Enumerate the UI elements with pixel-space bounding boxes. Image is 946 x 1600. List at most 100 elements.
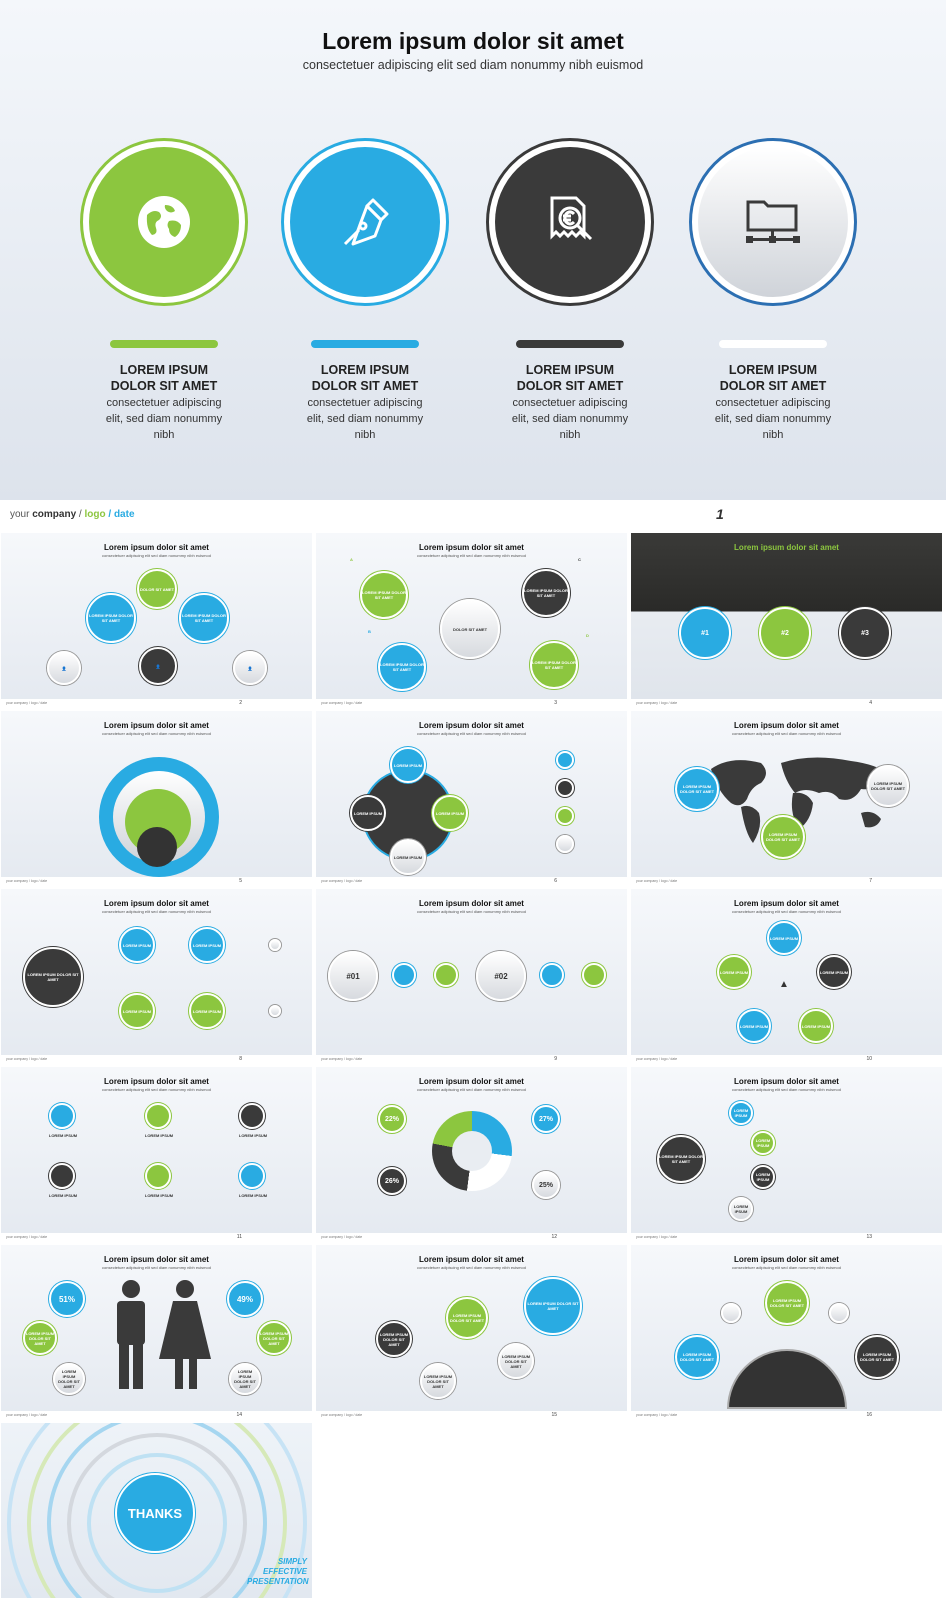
pct-51: 51%: [49, 1281, 85, 1317]
main-slide: Lorem ipsum dolor sit amet consectetuer …: [0, 0, 946, 500]
cycle-node-bl: LOREM IPSUM: [737, 1009, 771, 1043]
feature-title-4b: DOLOR SIT AMET: [719, 379, 827, 393]
slide-thumb-10[interactable]: Lorem ipsum dolor sit amet consectetuer …: [630, 888, 943, 1065]
footer-sep2: /: [108, 509, 112, 520]
feature-desc-4b: elit, sed diam nonummy: [714, 413, 832, 425]
ring-3: [47, 1423, 267, 1598]
presentation-icon: [49, 1163, 75, 1189]
thumb-footer: your company / logo / date 16: [631, 1411, 942, 1420]
circle-b: LOREM IPSUM DOLOR SIT AMET: [378, 643, 426, 691]
thumb-title: Lorem ipsum dolor sit amet: [104, 1077, 209, 1086]
thumb-footer: your company / logo / date 4: [631, 699, 942, 708]
branch-node-3: LOREM IPSUM: [119, 993, 155, 1029]
circle-c: LOREM IPSUM DOLOR SIT AMET: [522, 569, 570, 617]
network-folder-icon: [698, 147, 848, 297]
slide-thumb-5[interactable]: Lorem ipsum dolor sit amet consectetuer …: [0, 710, 313, 887]
thumb-title: Lorem ipsum dolor sit amet: [104, 899, 209, 908]
thumb-subtitle: consectetuer adipiscing elit sed diam no…: [102, 909, 211, 914]
slide-thumb-15[interactable]: Lorem ipsum dolor sit amet consectetuer …: [315, 1244, 628, 1421]
slide-thumb-16[interactable]: Lorem ipsum dolor sit amet consectetuer …: [630, 1244, 943, 1421]
thumb-footer: your company / logo / date 3: [316, 699, 627, 708]
slide-thumb-9[interactable]: Lorem ipsum dolor sit amet consectetuer …: [315, 888, 628, 1065]
refresh-icon: [721, 1303, 741, 1323]
guitar-node: LOREM IPSUM DOLOR SIT AMET: [420, 1363, 456, 1399]
branch-node-1: LOREM IPSUM: [119, 927, 155, 963]
slide-thumb-8[interactable]: Lorem ipsum dolor sit amet consectetuer …: [0, 888, 313, 1065]
concentric-core: [137, 827, 177, 867]
feature-desc-2a: consectetuer adipiscing: [307, 397, 423, 409]
pct-22: 22%: [378, 1105, 406, 1133]
thumb-title: Lorem ipsum dolor sit amet: [734, 899, 839, 908]
thumb-title: Lorem ipsum dolor sit amet: [419, 721, 524, 730]
megaphone-icon: ▲: [779, 978, 789, 990]
end-node-1: [269, 939, 281, 951]
thumb-subtitle: consectetuer adipiscing elit sed diam no…: [417, 553, 526, 558]
thumb-subtitle: consectetuer adipiscing elit sed diam no…: [417, 1087, 526, 1092]
slide-thumb-13[interactable]: Lorem ipsum dolor sit amet consectetuer …: [630, 1066, 943, 1243]
icon-label: LOREM IPSUM: [238, 1133, 268, 1138]
thumb-subtitle: consectetuer adipiscing elit sed diam no…: [102, 1087, 211, 1092]
thumb-subtitle: consectetuer adipiscing elit sed diam no…: [102, 553, 211, 558]
feature-title-1a: LOREM IPSUM: [119, 363, 209, 377]
side-node-right: LOREM IPSUM DOLOR SIT AMET: [257, 1321, 291, 1355]
ring-2: [27, 1423, 287, 1598]
icon-label: LOREM IPSUM: [48, 1193, 78, 1198]
center-circle: DOLOR SIT AMET: [440, 599, 500, 659]
end-node-2: [269, 1005, 281, 1017]
label-c: C: [578, 557, 581, 562]
thumb-title: Lorem ipsum dolor sit amet: [734, 1255, 839, 1264]
lock-icon: [556, 835, 574, 853]
cycle-node-top: LOREM IPSUM: [767, 921, 801, 955]
slide-thumb-2[interactable]: Lorem ipsum dolor sit amet consectetuer …: [0, 532, 313, 709]
icon-label: LOREM IPSUM: [238, 1193, 268, 1198]
slide-thumb-17[interactable]: THANKS SIMPLY EFFECTIVE PRESENTATION: [0, 1422, 313, 1599]
slide-thumb-6[interactable]: Lorem ipsum dolor sit amet consectetuer …: [315, 710, 628, 887]
thumb-title: Lorem ipsum dolor sit amet: [104, 543, 209, 552]
slide-thumb-12[interactable]: Lorem ipsum dolor sit amet consectetuer …: [315, 1066, 628, 1243]
footer-brand: your company / logo / date: [10, 509, 135, 520]
thumb-footer: your company / logo / date 2: [1, 699, 312, 708]
thumb-subtitle: consectetuer adipiscing elit sed diam no…: [732, 731, 841, 736]
step-01: #01: [328, 951, 378, 1001]
feature-desc-3b: elit, sed diam nonummy: [511, 413, 629, 425]
hub-node-bottom: LOREM IPSUM: [390, 839, 426, 875]
feature-title-2b: DOLOR SIT AMET: [311, 379, 419, 393]
slide-thumb-7[interactable]: Lorem ipsum dolor sit amet consectetuer …: [630, 710, 943, 887]
circle-d: LOREM IPSUM DOLOR SIT AMET: [530, 641, 578, 689]
closing-slogan: SIMPLY EFFECTIVE PRESENTATION: [247, 1557, 309, 1586]
feature-ring-3: [486, 138, 654, 306]
icon-label: LOREM IPSUM: [144, 1193, 174, 1198]
slide-thumb-3[interactable]: Lorem ipsum dolor sit amet consectetuer …: [315, 532, 628, 709]
headphone-node: LOREM IPSUM DOLOR SIT AMET: [498, 1343, 534, 1379]
feature-desc-1b: elit, sed diam nonummy: [105, 413, 223, 425]
world-map-icon: [711, 757, 891, 843]
cycle-node-br: LOREM IPSUM: [799, 1009, 833, 1043]
main-subtitle: consectetuer adipiscing elit sed diam no…: [302, 58, 644, 72]
bottom-node-right: LOREM IPSUM DOLOR SIT AMET: [229, 1363, 261, 1395]
thumb-title: Lorem ipsum dolor sit amet: [419, 543, 524, 552]
leaf-node-4: LOREM IPSUM: [729, 1197, 753, 1221]
lightbulb-icon: [556, 779, 574, 797]
feature-desc-3a: consectetuer adipiscing: [512, 397, 628, 409]
feature-ring-4: [689, 138, 857, 306]
slide-thumb-14[interactable]: Lorem ipsum dolor sit amet consectetuer …: [0, 1244, 313, 1421]
map-callout-white: LOREM IPSUM DOLOR SIT AMET: [867, 765, 909, 807]
slide-thumb-11[interactable]: Lorem ipsum dolor sit amet consectetuer …: [0, 1066, 313, 1243]
branch-node-2: LOREM IPSUM: [189, 927, 225, 963]
thumb-footer: your company / logo / date 15: [316, 1411, 627, 1420]
footer-your: your: [10, 509, 30, 520]
thumb-footer: your company / logo / date 12: [316, 1233, 627, 1242]
leaf-node-2: LOREM IPSUM: [751, 1131, 775, 1155]
slide-thumb-4[interactable]: Lorem ipsum dolor sit amet #1 #2 #3 your…: [630, 532, 943, 709]
calendar-icon: [392, 963, 416, 987]
thumb-title: Lorem ipsum dolor sit amet: [104, 1255, 209, 1264]
ring-outer: [7, 1423, 307, 1598]
thanks-circle: THANKS: [115, 1473, 195, 1553]
thumb-subtitle: consectetuer adipiscing elit sed diam no…: [417, 731, 526, 736]
gauge-icon: [145, 1103, 171, 1129]
feature-bar-3: [516, 340, 624, 348]
hub-node-left: LOREM IPSUM: [350, 795, 386, 831]
pct-27: 27%: [532, 1105, 560, 1133]
donut-chart: [432, 1111, 512, 1191]
thumb-footer: your company / logo / date 13: [631, 1233, 942, 1242]
